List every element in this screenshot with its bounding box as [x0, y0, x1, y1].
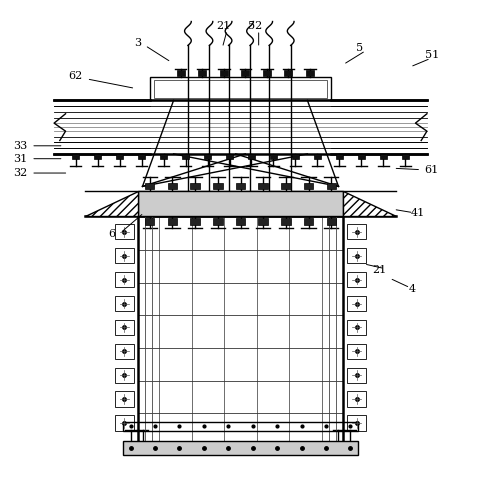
Polygon shape — [213, 218, 222, 225]
Polygon shape — [270, 154, 276, 159]
Polygon shape — [326, 218, 336, 225]
Polygon shape — [291, 154, 298, 159]
Text: 52: 52 — [247, 22, 262, 31]
Polygon shape — [336, 154, 342, 159]
Text: 5: 5 — [356, 43, 363, 53]
Polygon shape — [72, 154, 79, 159]
Polygon shape — [258, 218, 267, 225]
Polygon shape — [167, 218, 177, 225]
Text: 21: 21 — [371, 265, 385, 275]
Polygon shape — [182, 154, 189, 159]
Polygon shape — [303, 183, 313, 189]
Polygon shape — [190, 218, 200, 225]
Text: 21: 21 — [216, 22, 230, 31]
Polygon shape — [213, 183, 222, 189]
Polygon shape — [241, 70, 249, 76]
Text: 31: 31 — [13, 154, 28, 163]
Text: 32: 32 — [13, 168, 28, 178]
Polygon shape — [190, 183, 200, 189]
Polygon shape — [219, 70, 227, 76]
Polygon shape — [305, 70, 313, 76]
Text: 62: 62 — [68, 72, 83, 81]
Polygon shape — [303, 218, 313, 225]
Polygon shape — [379, 154, 386, 159]
Text: 3: 3 — [134, 38, 141, 48]
Text: 33: 33 — [13, 141, 28, 151]
Polygon shape — [123, 441, 357, 455]
Polygon shape — [357, 154, 364, 159]
Text: 4: 4 — [408, 284, 415, 294]
Polygon shape — [144, 183, 154, 189]
Polygon shape — [116, 154, 123, 159]
Polygon shape — [198, 70, 205, 76]
Polygon shape — [343, 191, 395, 216]
Polygon shape — [177, 70, 184, 76]
Polygon shape — [401, 154, 408, 159]
Polygon shape — [280, 183, 290, 189]
Polygon shape — [137, 191, 343, 216]
Polygon shape — [235, 183, 245, 189]
Polygon shape — [85, 191, 137, 216]
Polygon shape — [326, 183, 336, 189]
Text: 61: 61 — [424, 165, 438, 174]
Polygon shape — [94, 154, 101, 159]
Polygon shape — [263, 70, 270, 76]
Text: 6: 6 — [108, 229, 115, 239]
Polygon shape — [248, 154, 254, 159]
Polygon shape — [160, 154, 167, 159]
Polygon shape — [144, 218, 154, 225]
Polygon shape — [313, 154, 320, 159]
Polygon shape — [138, 154, 144, 159]
Text: 41: 41 — [409, 208, 424, 217]
Polygon shape — [280, 218, 290, 225]
Polygon shape — [167, 183, 177, 189]
Polygon shape — [235, 218, 245, 225]
Polygon shape — [204, 154, 210, 159]
Polygon shape — [284, 70, 291, 76]
Polygon shape — [258, 183, 267, 189]
Polygon shape — [226, 154, 232, 159]
Text: 51: 51 — [424, 50, 438, 60]
